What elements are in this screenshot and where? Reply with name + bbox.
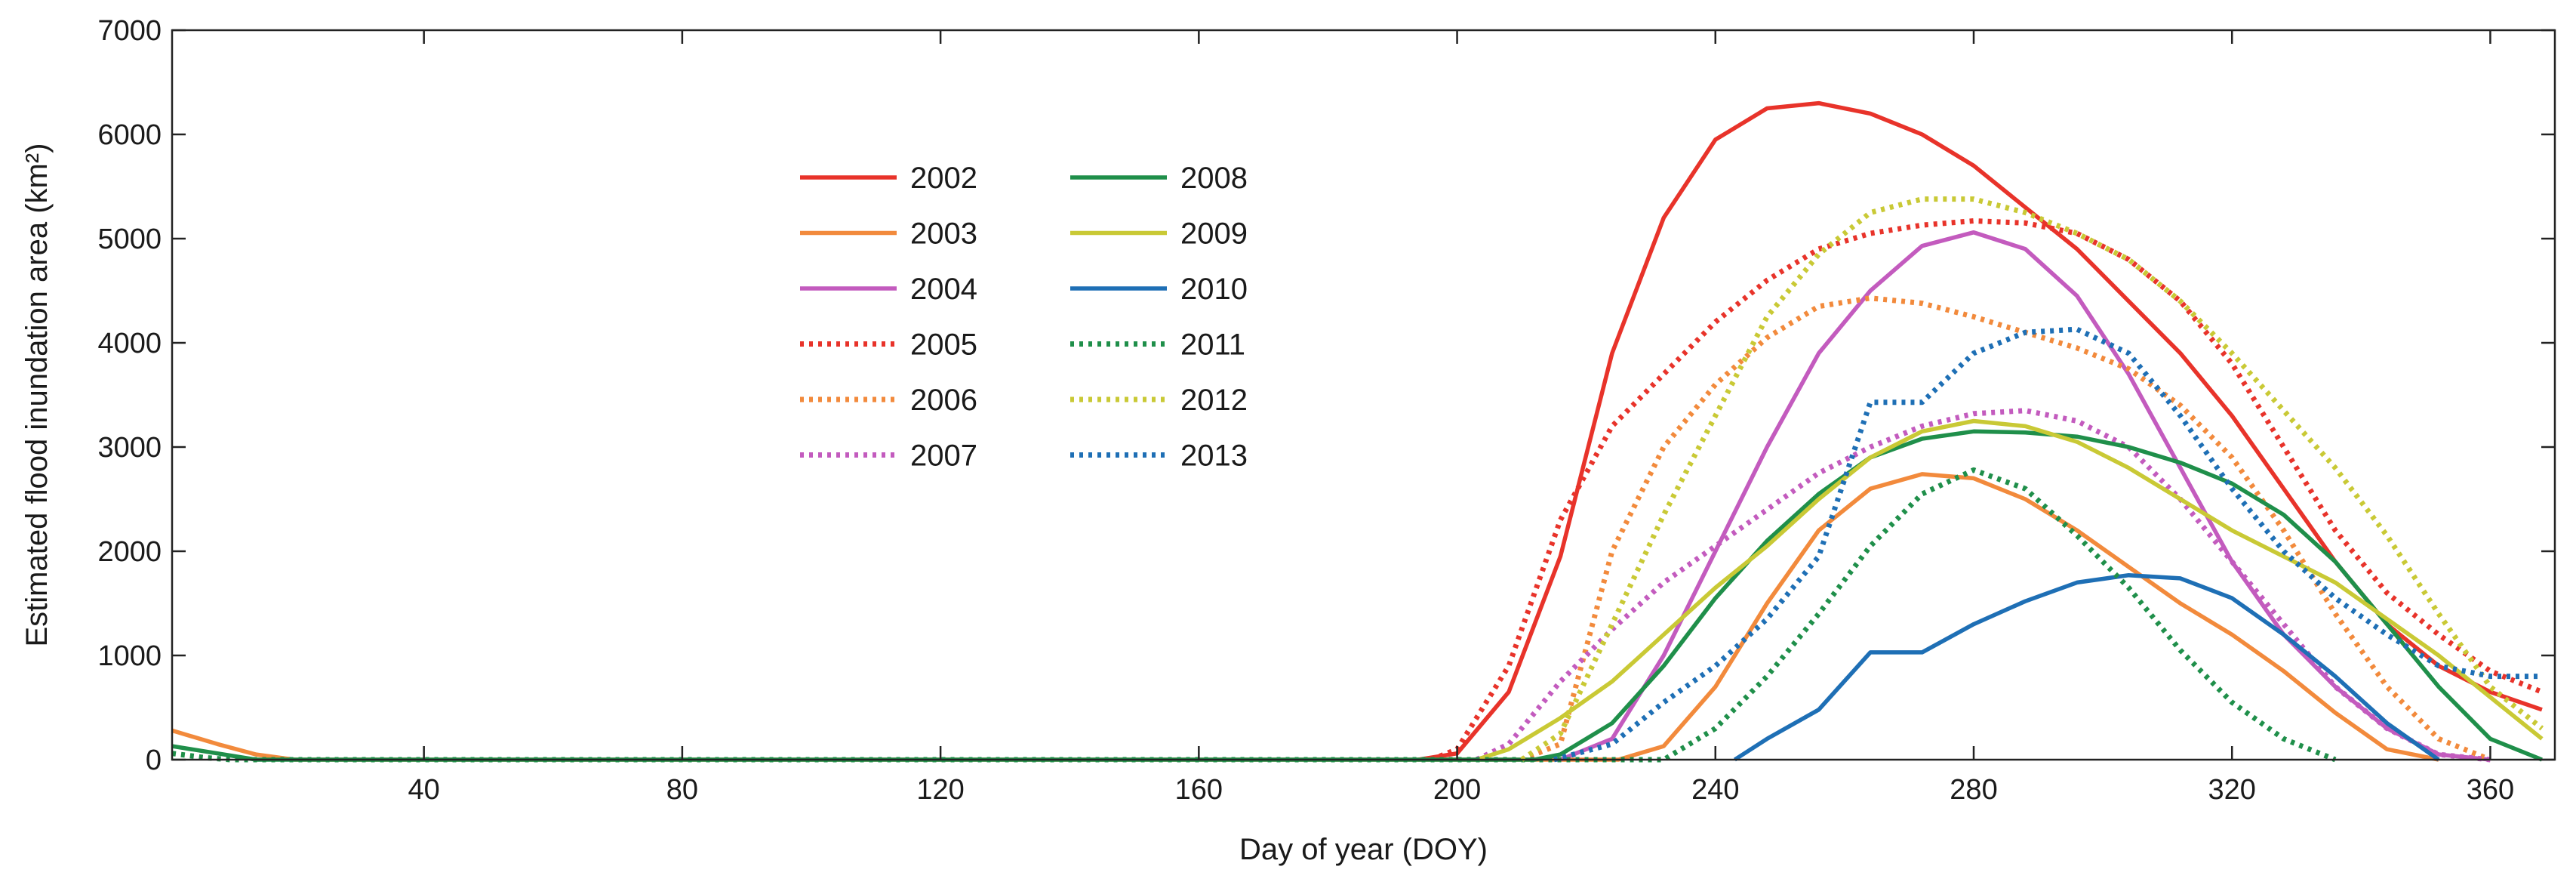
y-tick-label: 6000 [97, 119, 162, 151]
x-tick-label: 240 [1691, 774, 1739, 806]
y-tick-label: 0 [146, 745, 162, 776]
legend-label-2011: 2011 [1180, 328, 1245, 362]
x-tick-label: 360 [2467, 774, 2514, 806]
x-tick-label: 280 [1950, 774, 1997, 806]
y-tick-label: 7000 [97, 15, 162, 47]
y-tick-label: 3000 [97, 432, 162, 464]
y-tick-label: 1000 [97, 640, 162, 672]
x-tick-label: 80 [666, 774, 698, 806]
series-line-2013 [1553, 326, 2542, 763]
x-axis-label: Day of year (DOY) [1239, 833, 1488, 866]
series-line-2008 [172, 429, 2543, 762]
y-tick-label: 4000 [97, 328, 162, 359]
legend-label-2008: 2008 [1180, 162, 1248, 195]
legend-label-2007: 2007 [910, 439, 977, 473]
series-line-2004 [1559, 230, 2491, 762]
y-tick-label: 5000 [97, 224, 162, 255]
x-tick-label: 160 [1175, 774, 1223, 806]
series-line-2009 [1476, 418, 2544, 762]
series-line-2003 [172, 472, 2439, 762]
series-line-2006 [1520, 295, 2491, 763]
legend-label-2010: 2010 [1180, 273, 1248, 306]
legend-label-2002: 2002 [910, 162, 977, 195]
legend-label-2012: 2012 [1180, 384, 1248, 417]
y-tick-label: 2000 [97, 536, 162, 568]
legend-label-2013: 2013 [1180, 439, 1248, 473]
legend-label-2004: 2004 [910, 273, 977, 306]
series-line-2012 [1520, 196, 2544, 762]
legend-label-2005: 2005 [910, 328, 977, 362]
legend-label-2006: 2006 [910, 384, 977, 417]
x-tick-label: 120 [916, 774, 964, 806]
series-line-2007 [1475, 408, 2491, 763]
x-tick-label: 200 [1433, 774, 1481, 806]
legend-label-2009: 2009 [1180, 217, 1248, 251]
y-axis-label: Estimated flood inundation area (km²) [20, 143, 54, 647]
plot-frame [171, 29, 2556, 761]
legend-label-2003: 2003 [910, 217, 977, 251]
x-tick-label: 40 [408, 774, 440, 806]
x-tick-label: 320 [2208, 774, 2256, 806]
series-line-2005 [1430, 218, 2544, 763]
series-line-2010 [1733, 572, 2440, 762]
series-line-2011 [172, 467, 2337, 763]
